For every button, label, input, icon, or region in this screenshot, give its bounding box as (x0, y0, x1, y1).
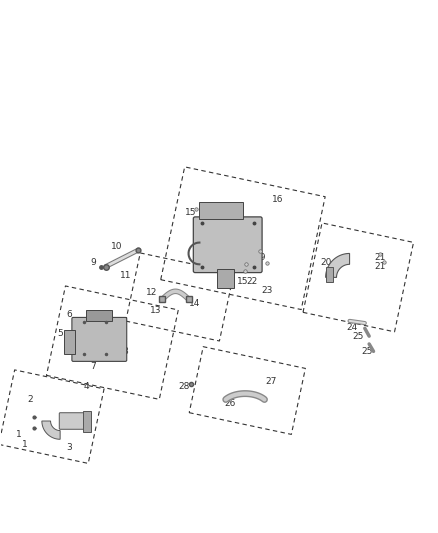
Text: 25: 25 (353, 332, 364, 341)
Text: 7: 7 (90, 362, 95, 371)
Text: 3: 3 (66, 442, 72, 451)
Text: 19: 19 (254, 253, 266, 262)
Text: 20: 20 (320, 257, 331, 266)
Bar (86, 310, 113, 321)
Bar (64, 329, 75, 353)
Text: 21: 21 (374, 253, 386, 262)
Text: 12: 12 (146, 288, 157, 297)
Text: 18: 18 (233, 236, 244, 245)
Text: 9: 9 (90, 257, 95, 266)
Text: 15: 15 (237, 266, 249, 276)
Bar (325, 266, 333, 282)
Bar (217, 269, 234, 288)
Text: 2: 2 (27, 395, 32, 403)
Text: 26: 26 (224, 399, 236, 408)
Text: 23: 23 (261, 286, 272, 295)
Text: 11: 11 (120, 271, 131, 280)
Polygon shape (325, 254, 350, 277)
Text: 21: 21 (374, 262, 386, 271)
Text: 25: 25 (361, 347, 373, 356)
Bar (199, 202, 243, 220)
Text: 1: 1 (22, 440, 28, 449)
Text: 8: 8 (123, 347, 128, 356)
Text: 17: 17 (198, 236, 209, 245)
FancyBboxPatch shape (72, 318, 127, 361)
Text: 16: 16 (272, 195, 283, 204)
FancyBboxPatch shape (59, 413, 87, 429)
Text: 5: 5 (57, 329, 63, 338)
Text: 27: 27 (265, 377, 277, 386)
Text: 14: 14 (189, 299, 201, 308)
FancyBboxPatch shape (193, 217, 262, 272)
Text: 15: 15 (237, 277, 249, 286)
Text: 4: 4 (84, 382, 89, 391)
Text: 15: 15 (185, 207, 197, 216)
Bar (83, 411, 91, 432)
Text: 13: 13 (150, 305, 162, 314)
Text: 6: 6 (66, 310, 72, 319)
Text: 10: 10 (111, 243, 123, 252)
Text: 28: 28 (179, 382, 190, 391)
Polygon shape (42, 421, 60, 439)
Text: 22: 22 (246, 277, 257, 286)
Text: 24: 24 (346, 323, 357, 332)
Text: 1: 1 (16, 430, 21, 439)
